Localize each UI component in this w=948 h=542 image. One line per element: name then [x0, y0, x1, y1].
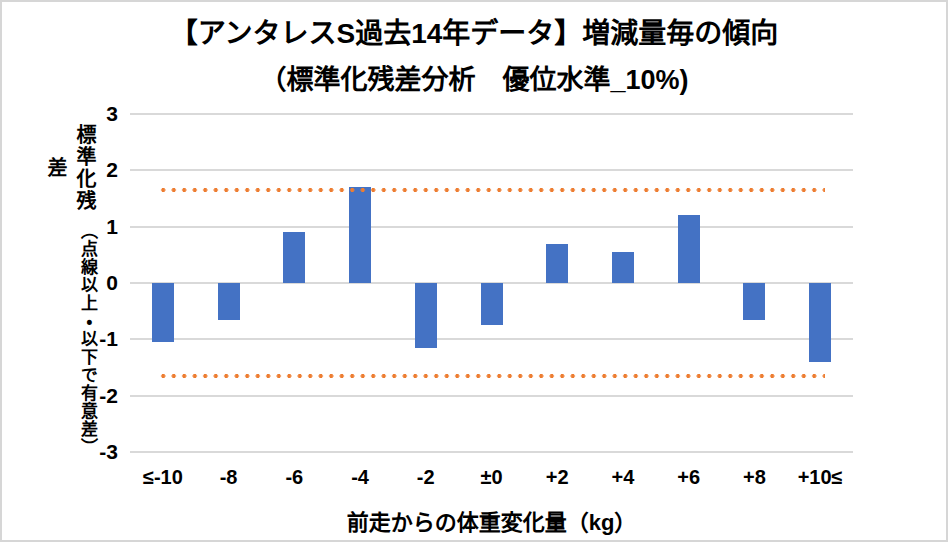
bar [481, 283, 503, 325]
y-tick-label: -1 [68, 326, 118, 352]
y-tick-label: 0 [68, 270, 118, 296]
y-tick-label: -3 [68, 439, 118, 465]
x-tick-label: -8 [194, 465, 264, 489]
x-tick-label: +4 [588, 465, 658, 489]
gridline [130, 113, 853, 115]
significance-line-upper [158, 188, 825, 192]
bar [283, 232, 305, 283]
bar [612, 252, 634, 283]
bar [218, 283, 240, 320]
significance-line-lower [158, 374, 825, 378]
y-tick-label: -2 [68, 383, 118, 409]
bar [809, 283, 831, 362]
bar [743, 283, 765, 320]
y-tick-label: 1 [68, 214, 118, 240]
x-tick-label: +2 [522, 465, 592, 489]
y-tick-label: 2 [68, 157, 118, 183]
x-tick-label: ≤-10 [128, 465, 198, 489]
bar [415, 283, 437, 348]
bar [152, 283, 174, 342]
bar [678, 215, 700, 283]
gridline [130, 169, 853, 171]
plot-area: 3210-1-2-3≤-10-8-6-4-2±0+2+4+6+8+10≤ [2, 2, 946, 540]
x-tick-label: +6 [654, 465, 724, 489]
gridline [130, 395, 853, 397]
chart-canvas: 【アンタレスS過去14年データ】増減量毎の傾向 （標準化残差分析 優位水準_10… [0, 0, 948, 542]
gridline [130, 338, 853, 340]
x-tick-label: -2 [391, 465, 461, 489]
x-tick-label: ±0 [457, 465, 527, 489]
bar [349, 187, 371, 283]
x-tick-label: -6 [259, 465, 329, 489]
bar [546, 244, 568, 283]
x-tick-label: +10≤ [785, 465, 855, 489]
y-tick-label: 3 [68, 101, 118, 127]
gridline [130, 451, 853, 453]
x-axis-title: 前走からの体重変化量（kg） [130, 504, 853, 536]
x-tick-label: +8 [719, 465, 789, 489]
gridline [130, 226, 853, 228]
x-tick-label: -4 [325, 465, 395, 489]
